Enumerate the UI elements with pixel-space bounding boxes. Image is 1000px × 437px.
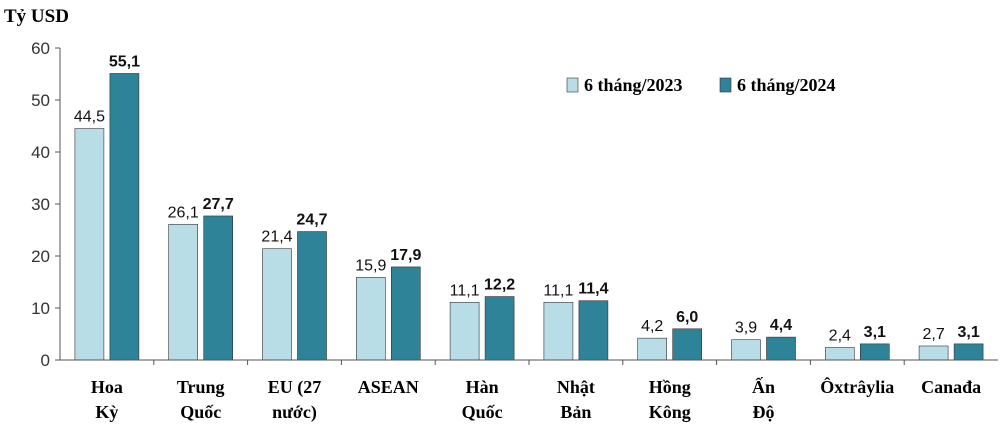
bar-2024 xyxy=(672,328,703,361)
y-tick-label: 30 xyxy=(31,195,50,214)
y-tick-label: 40 xyxy=(31,143,50,162)
x-category-label: nước) xyxy=(272,402,317,423)
bar-2024 xyxy=(109,73,140,361)
data-label: 12,2 xyxy=(484,277,515,294)
bar-2023 xyxy=(262,248,292,361)
x-category-label: Quốc xyxy=(180,402,221,422)
data-label: 15,9 xyxy=(355,257,386,274)
bar-2024 xyxy=(390,266,421,361)
x-category-label: Kỳ xyxy=(95,402,118,422)
bar-2024 xyxy=(859,343,890,361)
data-label: 21,4 xyxy=(261,229,292,246)
bar-2024 xyxy=(203,215,233,361)
bar-2023 xyxy=(918,345,949,361)
data-label: 4,2 xyxy=(641,318,663,335)
bar-2024 xyxy=(484,296,515,361)
x-category-label: Hàn xyxy=(466,377,499,397)
bar-2023 xyxy=(355,277,386,361)
x-category-label: Độ xyxy=(753,402,775,422)
bar-2024 xyxy=(578,300,609,361)
bar-2023 xyxy=(543,301,574,361)
data-label: 2,4 xyxy=(829,328,851,345)
data-label: 24,7 xyxy=(296,212,327,229)
x-category-label: Nhật xyxy=(557,377,595,397)
data-label: 3,1 xyxy=(864,324,886,341)
x-category-label: Ấn xyxy=(752,376,775,397)
legend-swatch xyxy=(719,77,732,93)
x-category-label: EU (27 xyxy=(268,377,322,398)
x-category-label: ASEAN xyxy=(358,377,419,397)
data-label: 3,1 xyxy=(957,324,979,341)
data-label: 11,1 xyxy=(450,282,480,299)
y-tick-label: 60 xyxy=(31,39,50,58)
x-axis-labels: Hoa Kỳ Trung Quốc EU (27 nước) ASEAN Hàn Quốc Nhậ… xyxy=(91,360,981,423)
bar-2023 xyxy=(824,347,855,361)
x-category-label: Kông xyxy=(649,402,691,422)
bar-2023 xyxy=(74,128,105,361)
data-label: 11,1 xyxy=(543,282,573,299)
data-label: 44,5 xyxy=(74,109,105,126)
value-labels: 44,555,126,1 27,721,424,715,917,911,1 12,2… xyxy=(74,53,980,344)
data-label: 26,1 xyxy=(168,204,199,221)
x-category-label: Trung xyxy=(177,377,225,397)
data-label: 27,7 xyxy=(203,196,234,213)
bars xyxy=(74,73,984,361)
data-label: 17,9 xyxy=(390,247,421,264)
data-label: 4,4 xyxy=(770,317,792,334)
y-tick-label: 0 xyxy=(41,351,50,370)
x-category-label: Hồng xyxy=(649,377,691,397)
legend: 6 tháng/2023 6 tháng/2024 xyxy=(566,75,836,95)
x-category-label: Hoa xyxy=(91,377,123,397)
y-axis-unit-label: Tỷ USD xyxy=(4,6,69,27)
y-tick-label: 50 xyxy=(31,91,50,110)
bar-2024 xyxy=(766,336,796,361)
data-label: 2,7 xyxy=(922,326,944,343)
y-tick-label: 10 xyxy=(31,299,50,318)
y-axis-ticks: 0 10 20 30 40 50 60 xyxy=(31,39,60,370)
x-category-label: Ôxtrâylia xyxy=(820,376,894,397)
x-category-label: Canađa xyxy=(921,377,981,397)
bar-2024 xyxy=(297,231,327,361)
legend-label: 6 tháng/2023 xyxy=(584,75,683,95)
data-label: 6,0 xyxy=(676,309,698,326)
bar-2024 xyxy=(953,343,984,361)
data-label: 3,9 xyxy=(735,320,757,337)
legend-swatch xyxy=(566,77,579,93)
bar-2023 xyxy=(731,339,761,361)
bar-2023 xyxy=(449,301,480,361)
x-category-label: Bản xyxy=(560,402,591,422)
data-label: 55,1 xyxy=(109,53,140,70)
data-label: 11,4 xyxy=(578,281,608,298)
x-category-label: Quốc xyxy=(462,402,503,422)
bar-2023 xyxy=(637,337,668,361)
legend-label: 6 tháng/2024 xyxy=(737,75,836,95)
y-tick-label: 20 xyxy=(31,247,50,266)
bar-2023 xyxy=(168,223,198,361)
